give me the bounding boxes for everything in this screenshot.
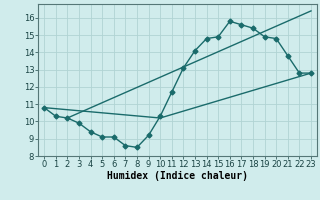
X-axis label: Humidex (Indice chaleur): Humidex (Indice chaleur) <box>107 171 248 181</box>
